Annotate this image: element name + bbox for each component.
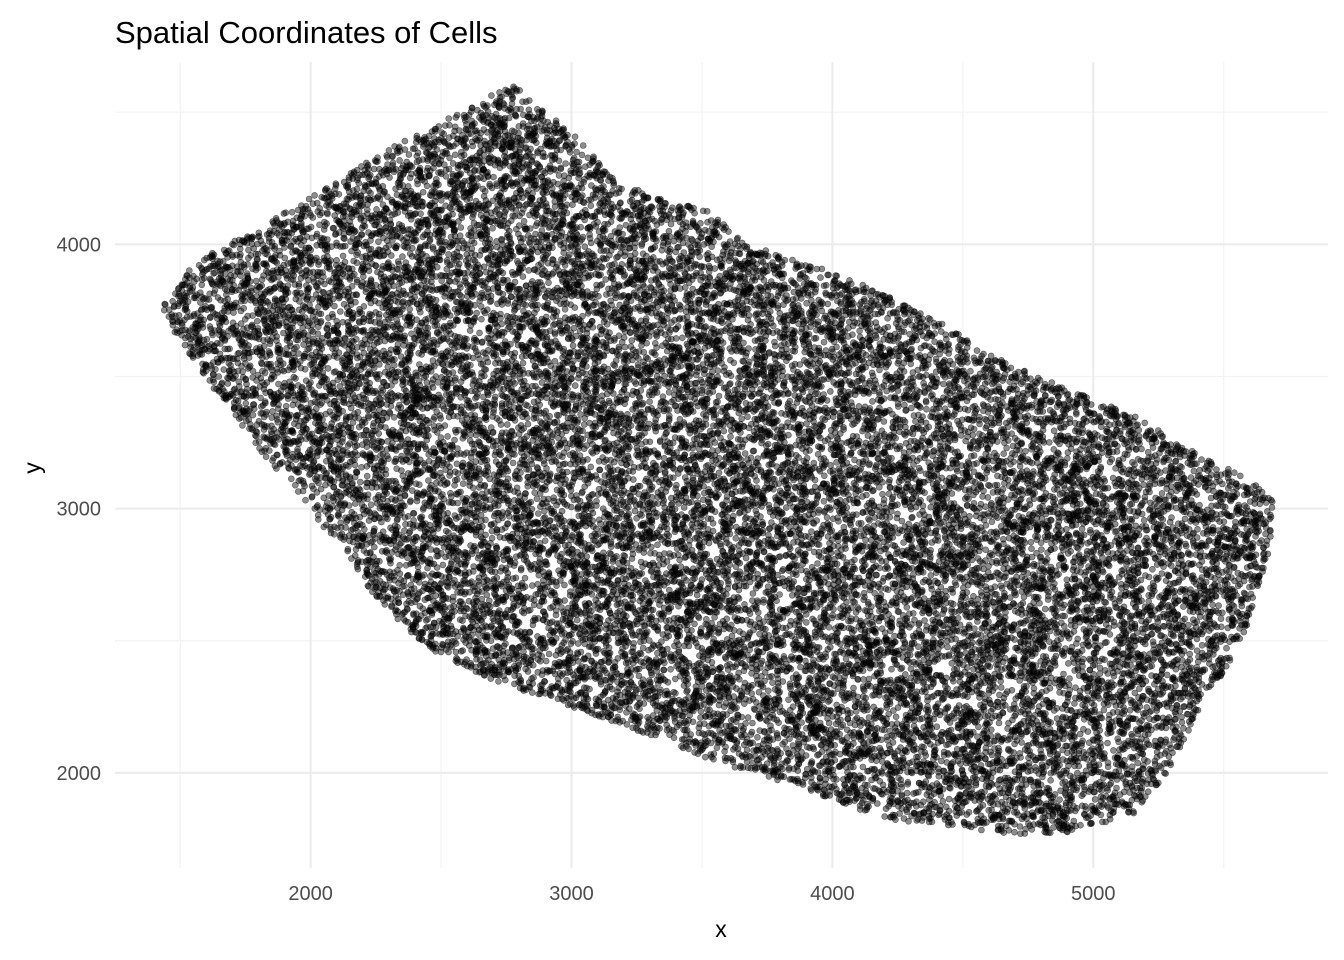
cell-point: [1191, 468, 1197, 474]
cell-point: [446, 649, 452, 655]
cell-point: [1239, 603, 1245, 609]
cell-point: [946, 796, 952, 802]
cell-point: [938, 758, 944, 764]
cell-point: [570, 343, 576, 349]
cell-point: [733, 535, 739, 541]
cell-point: [254, 318, 260, 324]
cell-point: [579, 152, 585, 158]
cell-point: [1008, 365, 1014, 371]
cell-point: [1199, 642, 1205, 648]
cell-point: [750, 591, 756, 597]
cell-point: [1187, 651, 1193, 657]
cell-point: [1092, 796, 1098, 802]
cell-point: [1073, 411, 1079, 417]
cell-point: [468, 233, 474, 239]
data-points: [161, 84, 1275, 837]
cell-point: [563, 161, 569, 167]
cell-point: [551, 498, 557, 504]
cell-point: [1210, 602, 1216, 608]
cell-point: [882, 814, 888, 820]
cell-point: [1048, 777, 1054, 783]
cell-point: [799, 405, 805, 411]
cell-point: [923, 398, 929, 404]
cell-point: [510, 460, 516, 466]
cell-point: [710, 520, 716, 526]
cell-point: [1142, 420, 1148, 426]
cell-point: [825, 272, 831, 278]
cell-point: [631, 640, 637, 646]
cell-point: [452, 152, 458, 158]
cell-point: [852, 566, 858, 572]
cell-point: [458, 225, 464, 231]
cell-point: [1199, 457, 1205, 463]
cell-point: [749, 720, 755, 726]
cell-point: [1057, 689, 1063, 695]
cell-point: [406, 152, 412, 158]
cell-point: [968, 453, 974, 459]
cell-point: [880, 491, 886, 497]
cell-point: [412, 146, 418, 152]
cell-point: [532, 490, 538, 496]
cell-point: [1129, 731, 1135, 737]
cell-point: [1076, 477, 1082, 483]
cell-point: [574, 149, 580, 155]
cell-point: [530, 651, 536, 657]
cell-point: [239, 422, 245, 428]
cell-point: [520, 360, 526, 366]
cell-point: [276, 381, 282, 387]
cell-point: [827, 388, 833, 394]
cell-point: [531, 675, 537, 681]
cell-point: [1248, 591, 1254, 597]
cell-point: [647, 399, 653, 405]
cell-point: [852, 557, 858, 563]
cell-point: [315, 512, 321, 518]
